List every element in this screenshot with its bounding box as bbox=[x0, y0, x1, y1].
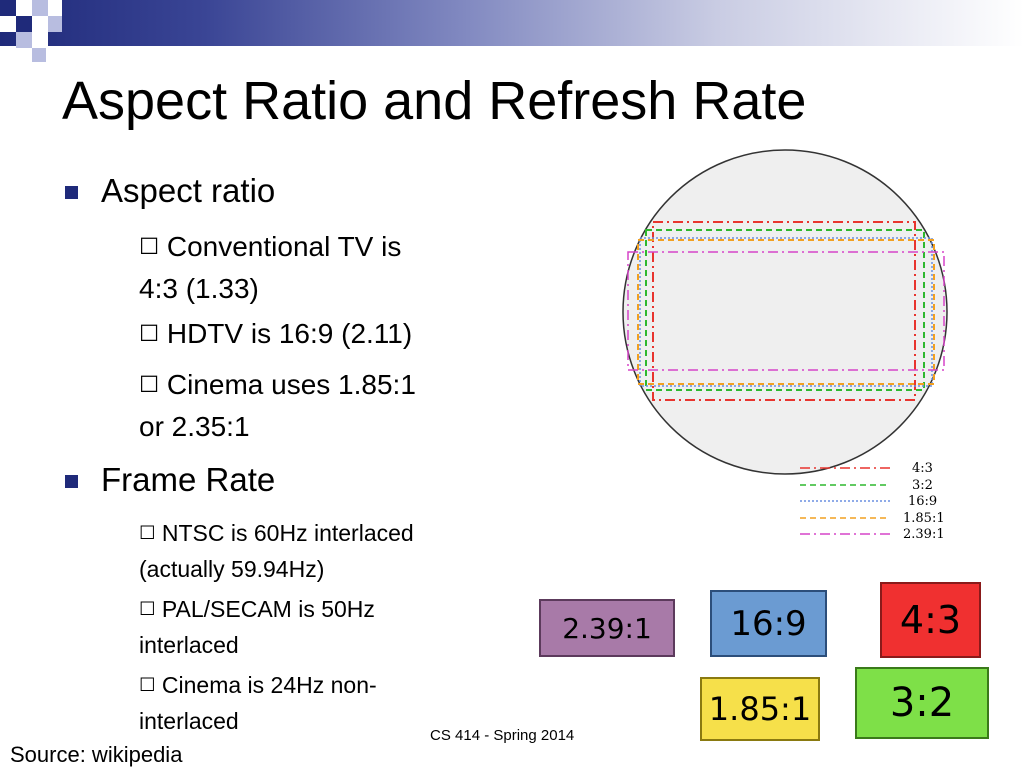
hollow-square-icon: ☐ bbox=[139, 598, 156, 619]
ratio-box-16-9: 16:9 bbox=[710, 590, 827, 657]
corner-squares-logo bbox=[0, 0, 80, 62]
hollow-square-icon: ☐ bbox=[139, 234, 160, 259]
legend-label-16-9: 16:9 bbox=[908, 494, 937, 509]
ratio-box-1-85-1: 1.85:1 bbox=[700, 677, 820, 741]
source-credit: Source: wikipedia bbox=[10, 742, 183, 767]
frame-16-9 bbox=[639, 237, 933, 387]
title-gradient-bar bbox=[0, 0, 1024, 46]
list-item: ☐ NTSC is 60Hz interlaced (actually 59.9… bbox=[139, 520, 414, 582]
frame-3-2 bbox=[645, 229, 925, 391]
list-item: ☐ PAL/SECAM is 50Hz interlaced bbox=[139, 596, 375, 658]
legend-label-3-2: 3:2 bbox=[912, 478, 933, 493]
ratio-box-2-39-1: 2.39:1 bbox=[539, 599, 675, 657]
aspect-ratio-heading: Aspect ratio bbox=[101, 172, 276, 209]
ratio-box-3-2: 3:2 bbox=[855, 667, 989, 739]
bullet-square-icon bbox=[65, 475, 78, 488]
slide-title: Aspect Ratio and Refresh Rate bbox=[62, 71, 807, 131]
slide-footer: CS 414 - Spring 2014 bbox=[430, 727, 575, 744]
hollow-square-icon: ☐ bbox=[139, 321, 160, 346]
ratio-box-4-3: 4:3 bbox=[880, 582, 981, 658]
hollow-square-icon: ☐ bbox=[139, 522, 156, 543]
hollow-square-icon: ☐ bbox=[139, 372, 160, 397]
frame-2-39-1 bbox=[627, 251, 945, 371]
list-item: ☐ Cinema uses 1.85:1 or 2.35:1 bbox=[139, 369, 416, 442]
legend-label-4-3: 4:3 bbox=[912, 461, 933, 476]
legend-label-2-39-1: 2.39:1 bbox=[903, 527, 945, 542]
list-item: ☐ Conventional TV is 4:3 (1.33) bbox=[139, 231, 402, 304]
diagram-legend: 4:3 3:2 16:9 1.85:1 2.39:1 bbox=[800, 461, 945, 542]
hollow-square-icon: ☐ bbox=[139, 674, 156, 695]
list-item: ☐ HDTV is 16:9 (2.11) bbox=[139, 318, 413, 349]
frame-rate-heading: Frame Rate bbox=[101, 461, 276, 498]
screen-circle bbox=[622, 149, 948, 475]
legend-label-1-85-1: 1.85:1 bbox=[903, 511, 945, 526]
bullet-square-icon bbox=[65, 186, 78, 199]
list-item: ☐ Cinema is 24Hz non- interlaced bbox=[139, 672, 377, 734]
